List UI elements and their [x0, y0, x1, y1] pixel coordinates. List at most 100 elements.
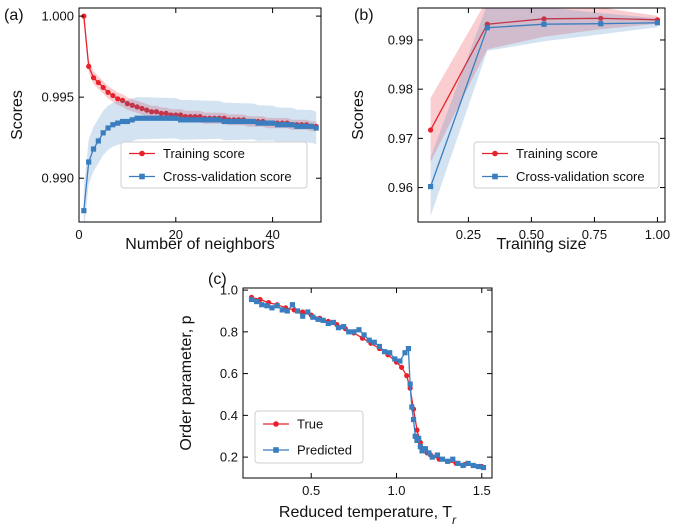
data-point: [110, 92, 116, 99]
data-point: [450, 456, 456, 462]
data-point: [541, 16, 547, 22]
data-point: [124, 118, 130, 125]
data-point: [134, 104, 140, 110]
data-point: [264, 303, 270, 309]
data-point: [187, 117, 193, 123]
data-point: [153, 109, 160, 115]
data-point: [86, 159, 92, 165]
data-point: [299, 123, 305, 129]
data-point: [445, 458, 451, 464]
data-point: [270, 120, 276, 126]
y-tick-label: 1.0: [220, 283, 238, 298]
y-tick-label: 0.4: [220, 408, 238, 423]
data-point: [105, 89, 111, 95]
data-point: [289, 122, 295, 128]
data-point: [376, 343, 383, 350]
data-point: [255, 120, 261, 126]
data-point: [541, 21, 547, 27]
y-tick-label: 0.99: [388, 32, 413, 47]
x-tick-label: 0.50: [519, 227, 544, 242]
y-axis-label: Scores: [350, 90, 367, 140]
data-point: [598, 21, 604, 27]
data-point: [221, 118, 227, 125]
data-point: [115, 96, 121, 102]
data-point: [598, 15, 604, 21]
data-point: [100, 130, 106, 136]
data-point: [460, 462, 466, 469]
data-point: [129, 117, 135, 123]
data-point: [149, 115, 155, 121]
x-tick-label: 0.5: [302, 483, 320, 498]
data-point: [250, 118, 256, 125]
legend-item: Training score: [482, 146, 598, 161]
data-point: [434, 452, 441, 458]
data-point: [428, 183, 434, 190]
data-point: [211, 117, 218, 123]
data-point: [308, 123, 314, 129]
data-point: [410, 416, 417, 423]
data-point: [465, 460, 471, 466]
data-point: [119, 118, 126, 125]
legend-marker: [492, 173, 498, 180]
legend: Training score Cross-validation score: [120, 141, 308, 189]
legend-marker: [273, 421, 279, 427]
legend-marker: [139, 173, 145, 180]
data-point: [163, 110, 169, 116]
legend: Training score Cross-validation score: [473, 141, 660, 189]
data-point: [300, 309, 306, 315]
data-point: [115, 120, 121, 126]
data-point: [216, 117, 222, 123]
data-point: [397, 358, 403, 364]
data-point: [392, 356, 398, 362]
data-point: [153, 115, 160, 121]
data-point: [407, 381, 413, 387]
data-point: [475, 463, 481, 470]
y-tick-label: 0.8: [220, 324, 238, 339]
confidence-band: [430, 8, 658, 217]
data-point: [300, 313, 306, 319]
data-point: [325, 320, 331, 327]
series-1: [428, 8, 661, 162]
x-tick-label: 1.00: [645, 227, 670, 242]
data-point: [417, 444, 423, 450]
data-point: [105, 125, 111, 131]
y-tick-label: 0.97: [388, 131, 413, 146]
data-point: [387, 350, 393, 356]
data-point: [480, 464, 487, 471]
data-point: [320, 317, 326, 323]
x-tick-label: 1.0: [387, 483, 405, 498]
data-point: [371, 339, 377, 345]
x-tick-label: 1.5: [473, 483, 491, 498]
data-point: [484, 25, 490, 31]
data-point: [284, 122, 290, 128]
data-point: [158, 115, 164, 121]
y-tick-label: 0.98: [388, 82, 413, 97]
legend-label: True: [297, 417, 323, 432]
data-point: [259, 302, 265, 308]
data-point: [279, 307, 285, 313]
panel-label: (c): [208, 271, 227, 288]
data-point: [144, 107, 150, 113]
data-point: [356, 327, 362, 333]
data-point: [139, 105, 145, 112]
panel-label: (a): [4, 7, 24, 24]
confidence-band: [83, 97, 317, 222]
legend-item: Training score: [129, 146, 245, 161]
data-point: [149, 109, 155, 115]
data-point: [207, 117, 213, 123]
data-point: [654, 20, 661, 26]
data-point: [361, 332, 367, 338]
data-point: [419, 448, 425, 454]
legend-marker: [139, 150, 145, 157]
data-point: [231, 118, 237, 125]
data-point: [330, 319, 336, 326]
data-point: [439, 456, 446, 462]
data-point: [260, 120, 266, 126]
legend-item: True: [263, 417, 323, 432]
x-axis-label: Reduced temperature, Tr: [279, 504, 457, 527]
data-point: [81, 208, 87, 214]
legend-label: Cross-validation score: [163, 169, 292, 184]
data-point: [305, 309, 311, 315]
data-point: [294, 123, 300, 129]
data-point: [202, 117, 208, 123]
